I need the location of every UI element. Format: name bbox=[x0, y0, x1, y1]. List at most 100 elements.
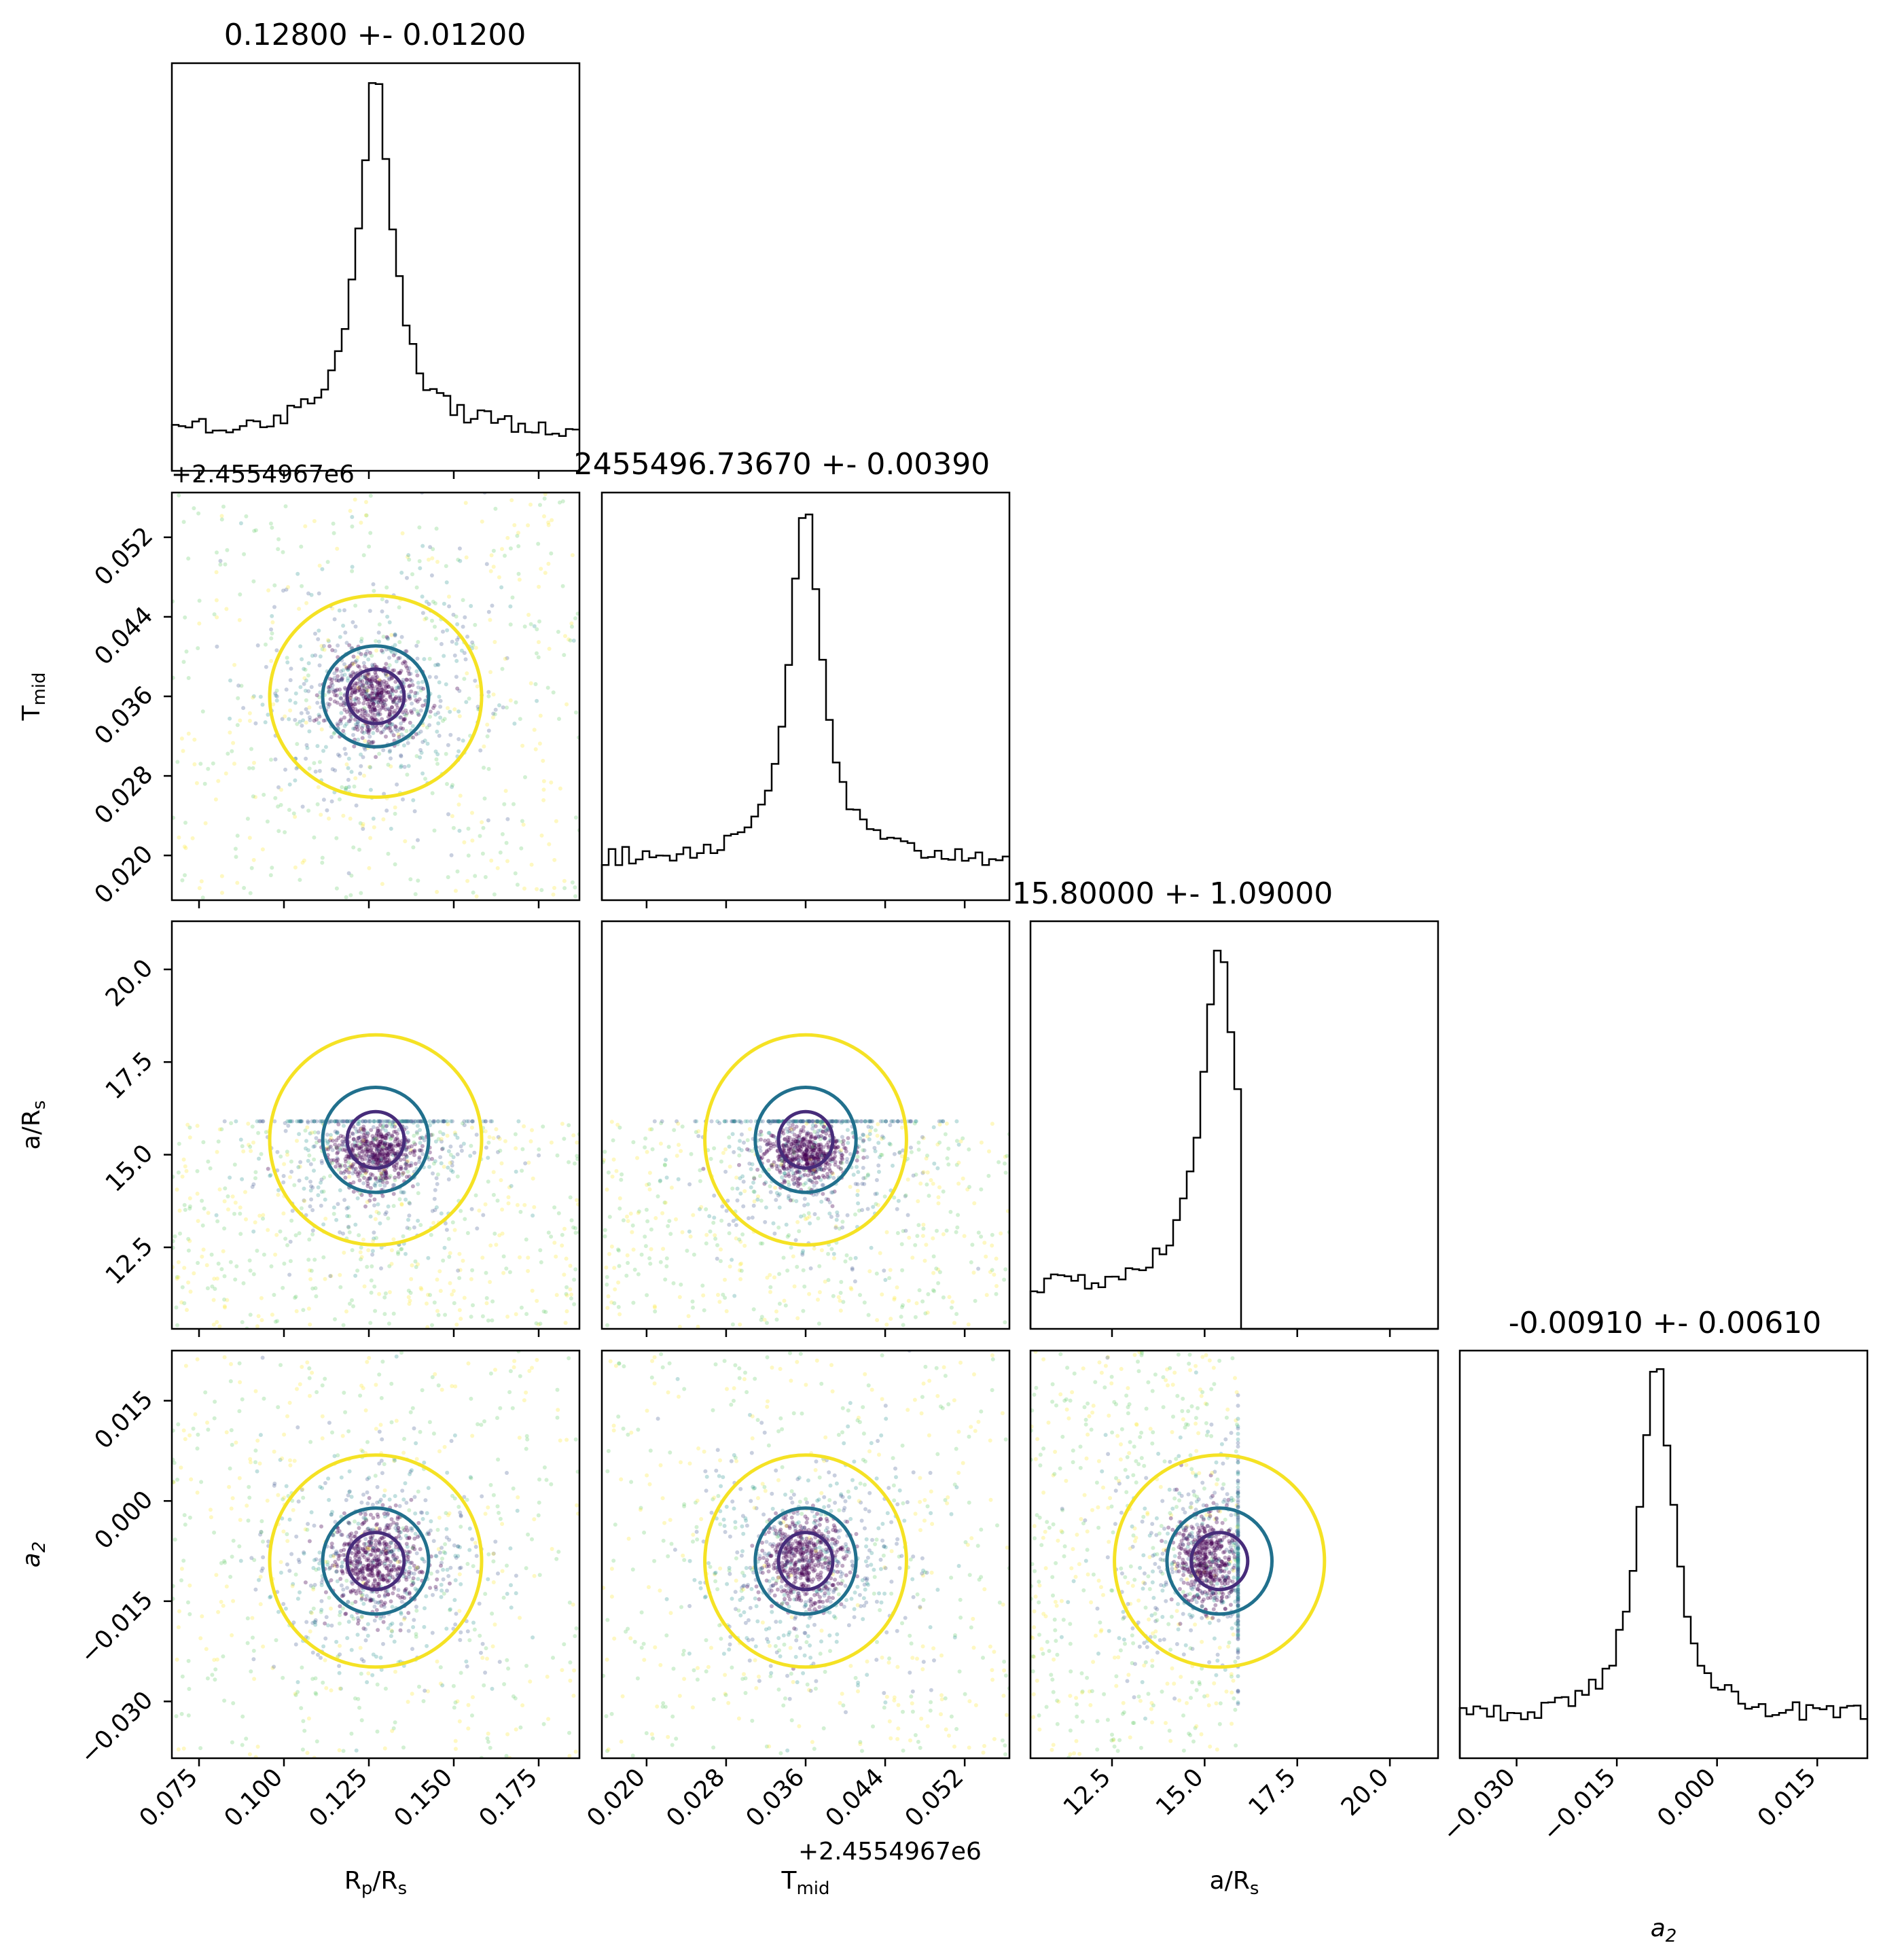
scatter-point bbox=[342, 673, 347, 677]
scatter-point bbox=[228, 1379, 233, 1384]
scatter-point bbox=[791, 1151, 796, 1156]
scatter-point bbox=[751, 1189, 756, 1194]
scatter-point bbox=[382, 1535, 387, 1539]
scatter-point bbox=[795, 1170, 800, 1175]
scatter-point bbox=[827, 1166, 831, 1171]
scatter-point bbox=[433, 749, 438, 754]
scatter-point bbox=[775, 1119, 780, 1124]
scatter-point bbox=[365, 1147, 370, 1152]
scatter-point bbox=[399, 1202, 404, 1207]
scatter-point bbox=[367, 679, 372, 683]
scatter-point bbox=[503, 789, 508, 794]
scatter-point bbox=[309, 1197, 314, 1202]
scatter-point bbox=[379, 1158, 384, 1163]
scatter-point bbox=[412, 694, 417, 698]
scatter-point bbox=[460, 1121, 465, 1126]
scatter-point bbox=[293, 1693, 298, 1697]
scatter-point bbox=[370, 683, 375, 688]
scatter-point bbox=[382, 701, 387, 706]
scatter-point bbox=[459, 648, 464, 653]
scatter-point bbox=[522, 1398, 526, 1403]
scatter-point bbox=[800, 1150, 804, 1154]
scatter-point bbox=[430, 556, 435, 560]
scatter-point bbox=[664, 1256, 669, 1261]
scatter-point bbox=[370, 662, 375, 667]
scatter-point bbox=[804, 1149, 808, 1154]
scatter-point bbox=[825, 1175, 830, 1179]
scatter-point bbox=[537, 1147, 541, 1152]
scatter-point bbox=[648, 1262, 653, 1266]
scatter-point bbox=[378, 1176, 383, 1181]
scatter-point bbox=[298, 719, 302, 724]
scatter-point bbox=[797, 1170, 802, 1175]
scatter-point bbox=[310, 1620, 315, 1625]
scatter-point bbox=[308, 1277, 313, 1281]
scatter-point bbox=[376, 1133, 381, 1137]
scatter-point bbox=[341, 1592, 346, 1597]
scatter-point bbox=[396, 732, 401, 737]
scatter-point bbox=[431, 1592, 435, 1597]
scatter-point bbox=[364, 1143, 368, 1147]
scatter-point bbox=[442, 1591, 446, 1596]
scatter-point bbox=[356, 1174, 361, 1179]
scatter-point bbox=[274, 688, 279, 693]
scatter-point bbox=[508, 622, 513, 627]
scatter-point bbox=[176, 1625, 181, 1630]
scatter-point bbox=[374, 1131, 379, 1136]
scatter-point bbox=[318, 1484, 323, 1489]
scatter-point bbox=[364, 681, 369, 685]
scatter-point bbox=[272, 605, 276, 609]
scatter-point bbox=[414, 732, 418, 736]
scatter-point bbox=[387, 1563, 391, 1568]
scatter-point bbox=[415, 691, 420, 696]
scatter-point bbox=[281, 1180, 286, 1185]
scatter-point bbox=[798, 1119, 803, 1124]
scatter-point bbox=[422, 1138, 427, 1143]
scatter-point bbox=[830, 1204, 835, 1209]
scatter-point bbox=[378, 696, 383, 700]
scatter-point bbox=[483, 1119, 488, 1124]
scatter-point bbox=[466, 853, 471, 858]
scatter-point bbox=[393, 1152, 397, 1156]
scatter-point bbox=[188, 1289, 193, 1294]
scatter-point bbox=[444, 751, 448, 756]
scatter-point bbox=[357, 650, 361, 655]
scatter-point bbox=[871, 1205, 876, 1209]
scatter-point bbox=[306, 689, 311, 694]
scatter-point bbox=[366, 681, 371, 686]
scatter-point bbox=[370, 740, 374, 745]
scatter-point bbox=[712, 1193, 717, 1198]
scatter-point bbox=[365, 724, 370, 729]
scatter-point bbox=[381, 817, 386, 821]
scatter-point bbox=[626, 1219, 630, 1224]
scatter-point bbox=[897, 1150, 902, 1154]
scatter-point bbox=[361, 1119, 365, 1124]
scatter-point bbox=[805, 1133, 809, 1138]
scatter-point bbox=[777, 1119, 782, 1124]
scatter-point bbox=[357, 1550, 362, 1555]
scatter-point bbox=[522, 1202, 527, 1207]
scatter-point bbox=[833, 1224, 838, 1229]
scatter-point bbox=[822, 1153, 827, 1158]
scatter-point bbox=[396, 1251, 401, 1256]
scatter-point bbox=[251, 766, 255, 770]
scatter-point bbox=[365, 672, 370, 676]
scatter-point bbox=[401, 661, 405, 666]
scatter-point bbox=[897, 1150, 902, 1155]
scatter-point bbox=[800, 1140, 805, 1145]
scatter-point bbox=[605, 1306, 610, 1311]
scatter-point bbox=[350, 685, 355, 690]
scatter-point bbox=[486, 694, 491, 698]
scatter-point bbox=[409, 1148, 413, 1153]
scatter-point bbox=[750, 1149, 755, 1154]
scatter-point bbox=[408, 1151, 412, 1156]
scatter-point bbox=[826, 1278, 831, 1283]
scatter-point bbox=[285, 1119, 290, 1124]
scatter-point bbox=[449, 1439, 454, 1443]
scatter-point bbox=[573, 1267, 578, 1272]
scatter-point bbox=[393, 1137, 398, 1141]
scatter-point bbox=[510, 1406, 515, 1410]
scatter-point bbox=[543, 1310, 548, 1315]
scatter-point bbox=[333, 1119, 338, 1124]
scatter-point bbox=[406, 1554, 410, 1559]
